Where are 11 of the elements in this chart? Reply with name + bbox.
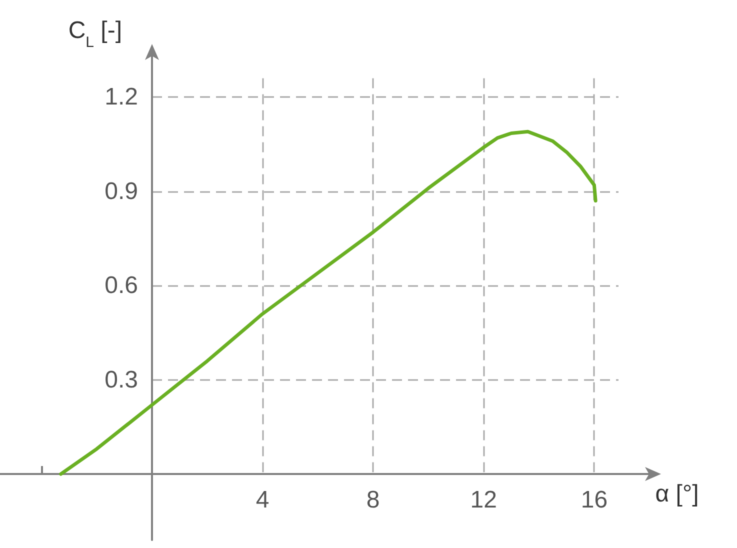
x-tick-label: 8 [366, 486, 380, 514]
y-axis-title: C$_{L}$ [-] [68, 17, 122, 50]
x-tick-label: 16 [580, 486, 608, 514]
y-tick-label: 1.2 [104, 84, 138, 111]
y-tick-label: 0.9 [104, 178, 138, 205]
y-tick-label: 0.6 [104, 272, 138, 300]
x-tick-label: 4 [256, 486, 270, 514]
x-tick-label: 12 [470, 486, 497, 514]
x-axis-title: α [°] [655, 480, 699, 508]
y-tick-label: 0.3 [104, 366, 138, 394]
line-series [59, 130, 598, 476]
